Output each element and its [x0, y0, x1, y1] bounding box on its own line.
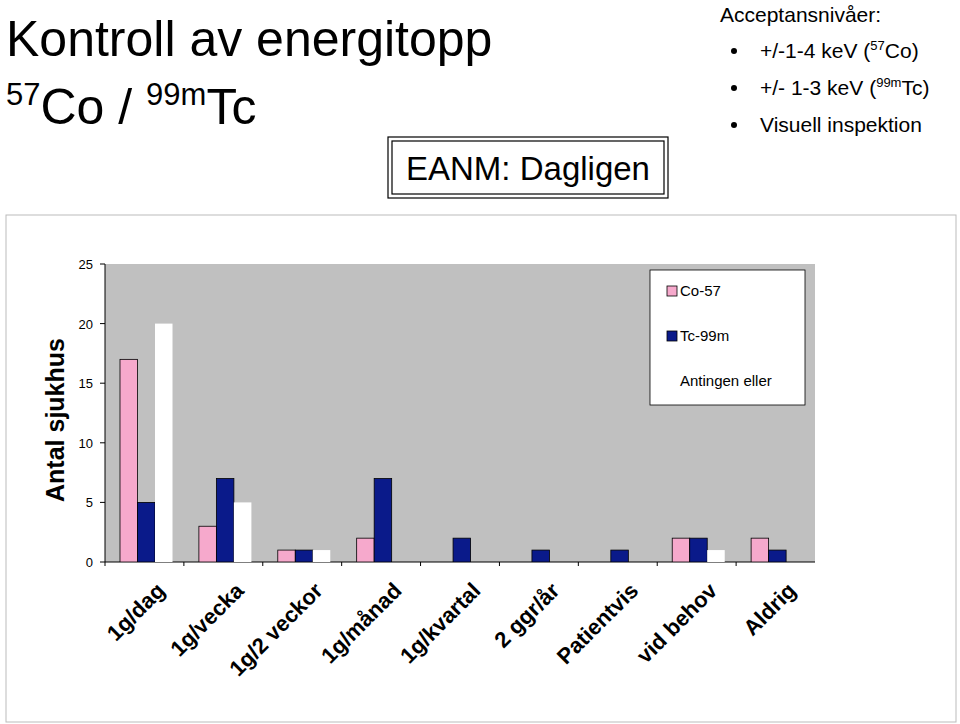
- bar: [786, 562, 804, 563]
- y-tick-label: 15: [79, 376, 93, 391]
- x-tick-label: 1g/vecka: [165, 577, 249, 661]
- x-tick-label: Patientvis: [552, 578, 643, 669]
- subtitle-part: Tc: [206, 79, 256, 135]
- x-tick: [578, 562, 579, 566]
- x-tick-label: vid behov: [632, 577, 723, 668]
- x-tick: [183, 562, 184, 566]
- bar: [216, 479, 234, 562]
- legend-label: Antingen eller: [680, 372, 772, 389]
- bullet: [731, 122, 737, 128]
- title: Kontroll av energitopp: [6, 11, 492, 67]
- y-tick: [100, 562, 105, 563]
- bar: [155, 324, 173, 562]
- bar: [593, 562, 611, 563]
- x-tick: [736, 562, 737, 566]
- bar: [313, 550, 331, 562]
- bar: [278, 550, 296, 562]
- badge-frame: [388, 137, 668, 198]
- subtitle-part: Co /: [40, 79, 146, 135]
- bar: [549, 562, 567, 563]
- x-tick-label: 1g/2 veckor: [224, 578, 328, 682]
- bar: [295, 550, 313, 562]
- bar: [471, 562, 489, 563]
- criterion-part: Tc): [901, 76, 929, 99]
- bar: [453, 538, 471, 562]
- bar: [138, 502, 156, 562]
- bar: [392, 562, 410, 563]
- criterion: +/- 1-3 keV (99mTc): [760, 75, 929, 99]
- criterion: +/-1-4 keV (57Co): [760, 38, 919, 62]
- x-tick-label: Aldrig: [738, 578, 801, 641]
- criterion-part: +/- 1-3 keV (: [760, 76, 876, 99]
- bar: [751, 538, 769, 562]
- bar: [611, 550, 629, 562]
- chart-frame: [6, 215, 956, 722]
- x-tick-label: 2 ggr/år: [489, 578, 564, 653]
- bar: [532, 550, 550, 562]
- y-axis-label: Antal sjukhus: [41, 338, 69, 502]
- subtitle-part: 99m: [146, 77, 206, 112]
- legend-label: Tc-99m: [680, 327, 729, 344]
- x-tick: [657, 562, 658, 566]
- x-tick: [341, 562, 342, 566]
- bar: [707, 550, 725, 562]
- x-tick-label: 1g/dag: [102, 578, 170, 646]
- subtitle-part: 57: [6, 77, 40, 112]
- bar: [628, 562, 646, 563]
- x-tick: [105, 562, 106, 566]
- x-tick: [262, 562, 263, 566]
- x-tick: [499, 562, 500, 566]
- bar: [769, 550, 787, 562]
- bullet: [731, 48, 737, 54]
- y-tick: [100, 383, 105, 384]
- legend-frame: [650, 270, 805, 405]
- bar: [690, 538, 708, 562]
- bar: [199, 526, 217, 562]
- criterion-part: Visuell inspektion: [760, 113, 922, 136]
- y-tick: [100, 264, 105, 265]
- y-tick-label: 10: [79, 436, 93, 451]
- legend-swatch: [667, 331, 677, 341]
- page: Kontroll av energitopp57Co / 99mTcEANM: …: [0, 0, 960, 724]
- y-tick-label: 5: [86, 495, 93, 510]
- legend: Co-57 Tc-99m Antingen eller: [650, 270, 805, 405]
- y-axis: [105, 264, 106, 562]
- bar: [436, 562, 454, 563]
- badge-frame: [392, 141, 664, 194]
- y-tick: [100, 442, 105, 443]
- criterion-part: 99m: [876, 75, 901, 90]
- bar: [357, 538, 375, 562]
- subtitle: 57Co / 99mTc: [6, 77, 256, 135]
- bar: [374, 479, 392, 562]
- bar: [514, 562, 532, 563]
- legend-swatch: [667, 376, 677, 386]
- legend-label: Co-57: [680, 282, 721, 299]
- criterion-part: +/-1-4 keV (: [760, 39, 870, 62]
- criterion-part: Co): [885, 39, 919, 62]
- plot-area: [105, 264, 815, 562]
- y-tick-label: 0: [86, 555, 93, 570]
- badge: EANM: Dagligen: [406, 150, 650, 187]
- y-tick: [100, 323, 105, 324]
- criterion-part: 57: [870, 38, 884, 53]
- legend-swatch: [667, 286, 677, 296]
- x-tick-label: 1g/kvartal: [395, 578, 485, 668]
- y-tick-label: 25: [79, 257, 93, 272]
- y-tick-label: 20: [79, 317, 93, 332]
- bar: [120, 359, 138, 562]
- bullet: [731, 85, 737, 91]
- criterion: Visuell inspektion: [760, 113, 922, 136]
- criteria-heading: Acceptansnivåer:: [720, 3, 881, 26]
- x-tick-label: 1g/månad: [316, 578, 406, 668]
- bar: [234, 502, 252, 562]
- bar: [672, 538, 690, 562]
- y-tick: [100, 502, 105, 503]
- x-tick: [420, 562, 421, 566]
